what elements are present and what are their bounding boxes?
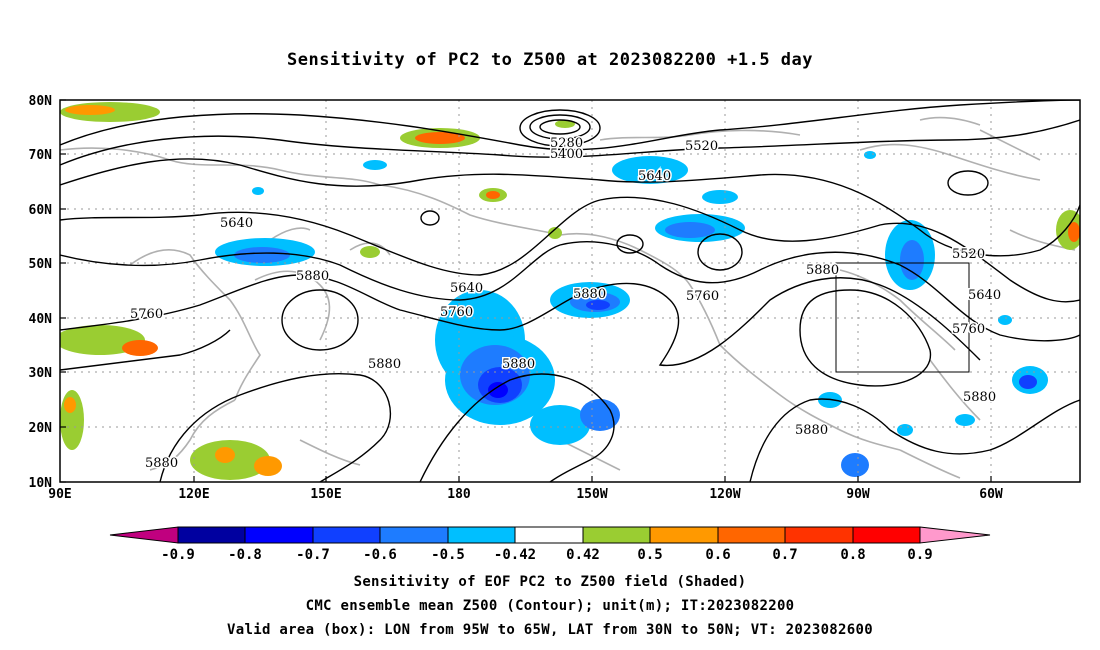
colorbar-segment [177,526,246,544]
colorbar-segment [514,526,584,544]
colorbar-label: -0.9 [161,547,195,563]
lon-tick-label: 150E [310,487,341,502]
contour-label: 5760 [130,307,163,322]
colorbar-label: 0.8 [840,547,865,563]
contour-label: 5640 [220,216,253,231]
colorbar-label: -0.8 [228,547,262,563]
colorbar-segment [379,526,449,544]
contour-label: 5760 [686,289,719,304]
colorbar-label: 0.42 [566,547,600,563]
contour-label: 5640 [450,281,483,296]
colorbar-right-triangle [919,526,991,544]
colorbar-label: 0.5 [637,547,662,563]
lon-tick-label: 150W [576,487,607,502]
footer-shading-description: Sensitivity of EOF PC2 to Z500 field (Sh… [353,574,747,590]
contour-label: 5400 [550,147,583,162]
colorbar-left-triangle [109,526,179,544]
lat-tick-label: 50N [29,257,53,272]
lon-tick-label: 90W [846,487,870,502]
colorbar-segment [582,526,651,544]
colorbar-segment [447,526,516,544]
lat-tick-label: 10N [29,476,53,491]
colorbar-segment [649,526,719,544]
contour-label: 5880 [795,423,828,438]
lon-tick-label: 60W [979,487,1003,502]
lat-tick-label: 40N [29,312,53,327]
contour-label: 5640 [968,288,1001,303]
colorbar-segment [244,526,314,544]
colorbar-label: -0.6 [363,547,397,563]
lon-tick-label: 90E [48,487,71,502]
lon-tick-label: 120E [178,487,209,502]
contour-label: 5880 [806,263,839,278]
contour-label: 5880 [963,390,996,405]
lat-tick-label: 70N [29,148,53,163]
contour-label: 5760 [440,305,473,320]
contour-label: 5880 [502,357,535,372]
lat-tick-label: 20N [29,421,53,436]
contour-label: 5760 [952,322,985,337]
colorbar-segment [784,526,854,544]
colorbar-segment [852,526,921,544]
lat-tick-label: 80N [29,94,53,109]
footer-valid-area: Valid area (box): LON from 95W to 65W, L… [227,622,873,638]
contour-label: 5280 [550,136,583,151]
contour-label: 5520 [952,247,985,262]
axis-ticks [60,99,992,483]
lat-tick-label: 60N [29,203,53,218]
contour-label: 5880 [368,357,401,372]
contour-label: 5880 [573,287,606,302]
lon-tick-label: 120W [709,487,740,502]
colorbar-segment [312,526,381,544]
graticule [60,100,1080,482]
colorbar-segment [717,526,786,544]
colorbar-label: 0.7 [772,547,797,563]
sensitivity-shading [60,102,1080,480]
colorbar-label: -0.7 [296,547,330,563]
valid-area-box [835,262,970,373]
colorbar-label: -0.42 [494,547,536,563]
colorbar-label: 0.9 [907,547,932,563]
colorbar-label: 0.6 [705,547,730,563]
contour-label: 5520 [685,139,718,154]
contour-label: 5640 [638,169,671,184]
contour-labels: 5280 5400 5520 5640 5640 5640 5880 5760 … [129,135,1003,473]
z500-contours [60,100,1080,482]
contour-label: 5880 [296,269,329,284]
map-frame [59,99,1081,483]
contour-label: 5880 [145,456,178,471]
lon-tick-label: 180 [447,487,471,502]
footer-contour-description: CMC ensemble mean Z500 (Contour); unit(m… [305,598,795,614]
figure-title: Sensitivity of PC2 to Z500 at 2023082200… [286,50,813,70]
colorbar-label: -0.5 [431,547,465,563]
colorbar [109,526,991,544]
lat-tick-label: 30N [29,366,53,381]
